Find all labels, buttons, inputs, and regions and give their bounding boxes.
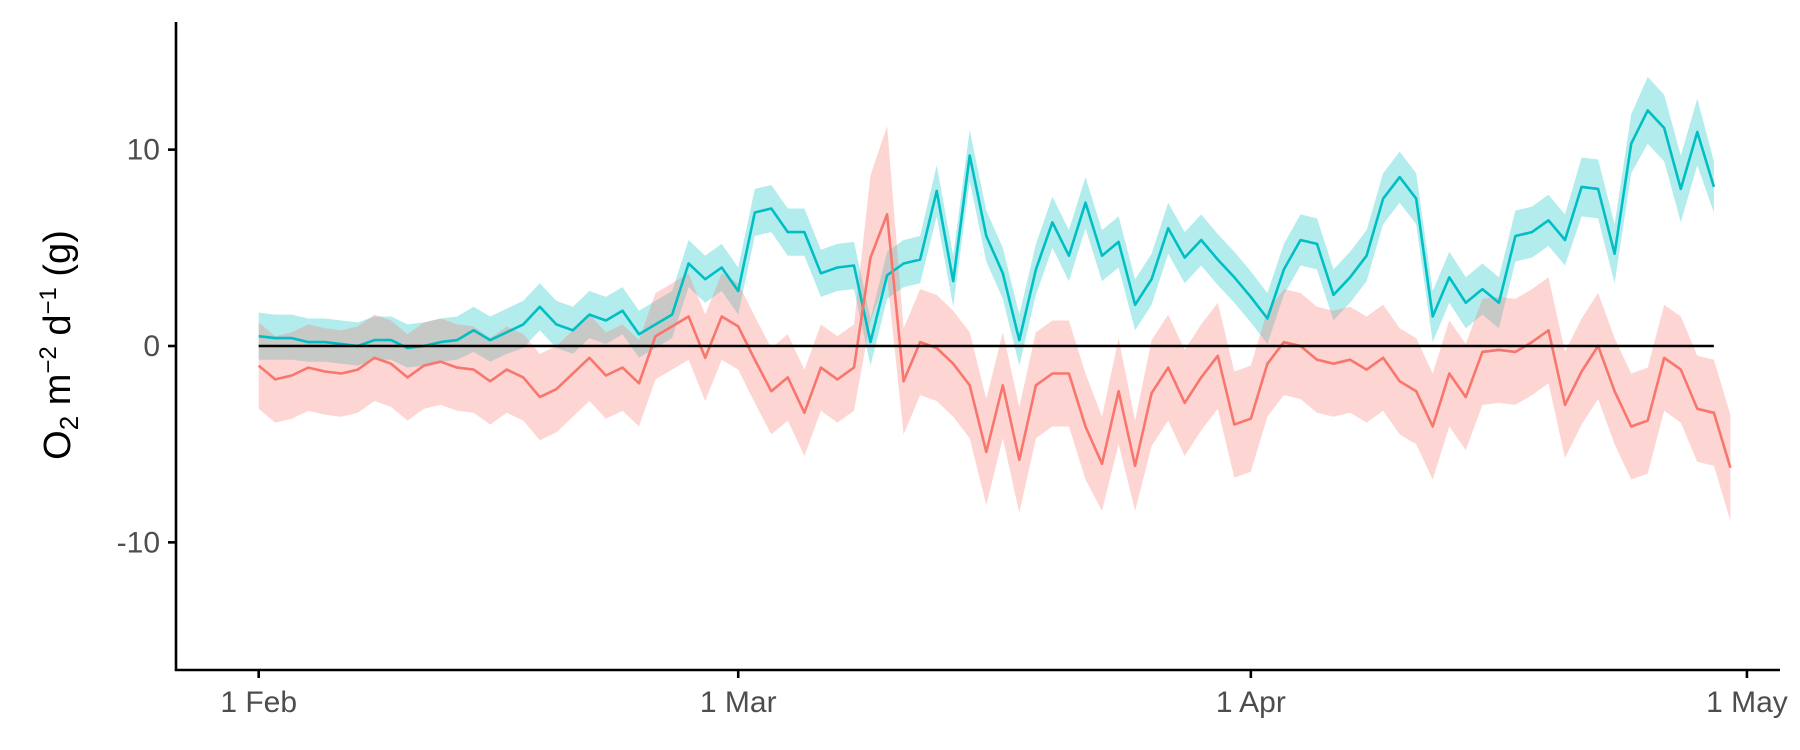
confidence-band-0 — [258, 77, 1714, 368]
y-tick-label: 10 — [127, 134, 160, 167]
y-axis-title-o-sub: 2 — [54, 416, 84, 430]
y-axis-title-unit: (g) — [37, 230, 79, 287]
confidence-band-1 — [258, 126, 1731, 521]
x-tick-label: 1 May — [1706, 686, 1788, 719]
y-axis-title: O2 m−2 d−1 (g) — [35, 230, 84, 460]
x-ticks: 1 Feb 1 Mar 1 Apr 1 May — [220, 670, 1788, 719]
y-axis-title-d: d — [37, 315, 79, 347]
y-axis-title-m: m — [37, 374, 79, 416]
x-tick-label: 1 Feb — [220, 686, 297, 719]
series-layer — [257, 109, 1732, 469]
y-axis-title-o: O — [37, 430, 79, 460]
x-tick-label: 1 Apr — [1216, 686, 1286, 719]
y-tick-label: -10 — [117, 526, 160, 559]
y-axis-title-m-sup: −2 — [35, 346, 62, 373]
x-tick-label: 1 Mar — [700, 686, 777, 719]
y-axis-title-d-sup: −1 — [35, 287, 62, 314]
series-line-0 — [258, 109, 1716, 350]
y-ticks: -10 0 10 — [117, 134, 176, 559]
bands-layer — [258, 77, 1731, 521]
y-tick-label: 0 — [143, 330, 160, 363]
series-line-1 — [257, 213, 1732, 469]
